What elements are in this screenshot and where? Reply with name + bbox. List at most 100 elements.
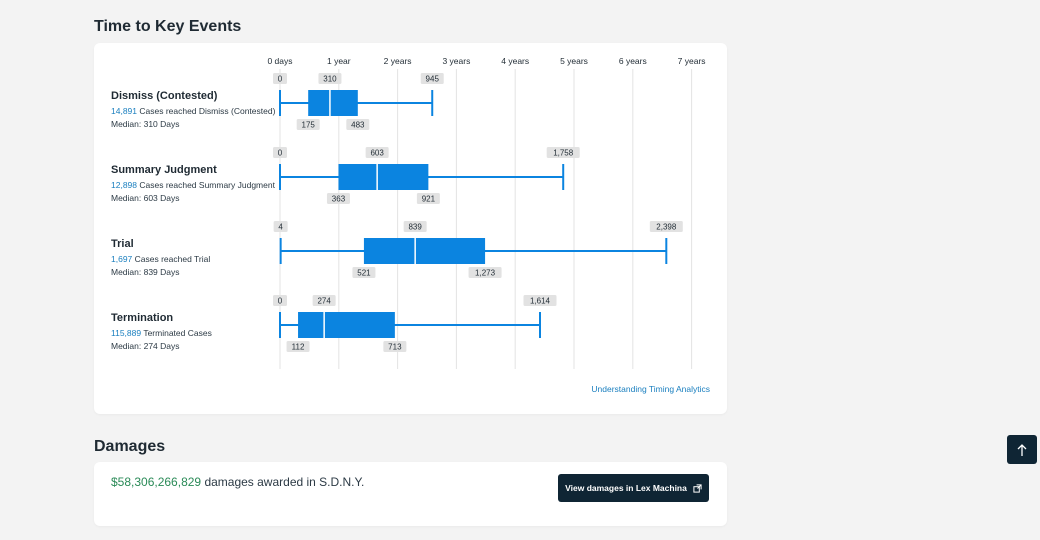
median-label-bg [365, 147, 389, 158]
event-count-suffix: Cases reached Trial [132, 254, 211, 264]
event-info: Summary Judgment 12,898 Cases reached Sum… [111, 164, 281, 205]
median-label-text: 310 [323, 74, 337, 83]
median-label-text: 839 [408, 222, 422, 231]
max-label: 1,614 [523, 295, 557, 306]
iqr-box [338, 164, 429, 190]
q1-label: 363 [326, 193, 350, 204]
min-label-text: 0 [278, 74, 283, 83]
event-count-suffix: Terminated Cases [141, 328, 212, 338]
x-tick-label: 2 years [384, 56, 412, 66]
event-median-line: Median: 310 Days [111, 119, 180, 129]
event-name: Termination [111, 312, 174, 324]
damages-description: damages awarded in S.D.N.Y. [204, 475, 365, 489]
q3-label-bg [468, 267, 502, 278]
q3-label-text: 713 [388, 342, 402, 351]
min-label-bg [273, 295, 287, 306]
event-info: Trial 1,697 Cases reached Trial Median: 83… [111, 238, 281, 279]
min-label: 0 [273, 295, 287, 306]
min-label: 0 [273, 147, 287, 158]
q1-label-bg [326, 193, 350, 204]
median-label: 274 [312, 295, 336, 306]
q3-label: 1,273 [468, 267, 502, 278]
q1-label-text: 363 [332, 194, 346, 203]
arrow-up-icon [1017, 443, 1027, 456]
q3-label-bg [416, 193, 440, 204]
damages-summary: $58,306,266,829 damages awarded in S.D.N… [111, 475, 364, 489]
max-label-text: 945 [426, 74, 440, 83]
view-damages-button[interactable]: View damages in Lex Machina [558, 474, 709, 502]
median-label-bg [312, 295, 336, 306]
timing-card: 0 days 1 year 2 years 3 years 4 years 5 years… [94, 43, 727, 414]
q1-label: 175 [296, 119, 320, 130]
q1-label-bg [296, 119, 320, 130]
q3-label: 921 [416, 193, 440, 204]
max-label-bg [420, 73, 444, 84]
event-info: Dismiss (Contested) 14,891 Cases reached … [111, 90, 281, 131]
event-count-line: 12,898 Cases reached Summary Judgment [111, 179, 281, 192]
median-label: 310 [318, 73, 342, 84]
event-info: Termination 115,889 Terminated Cases Media… [111, 312, 281, 353]
min-label: 0 [273, 73, 287, 84]
event-median-line: Median: 603 Days [111, 193, 180, 203]
min-label-text: 0 [278, 296, 283, 305]
median-label-bg [403, 221, 427, 232]
q3-label-bg [383, 341, 407, 352]
event-name: Trial [111, 238, 134, 250]
iqr-box [308, 90, 358, 116]
event-name: Dismiss (Contested) [111, 90, 218, 102]
x-tick-label: 5 years [560, 56, 588, 66]
q1-label-bg [286, 341, 310, 352]
q3-label-text: 483 [351, 120, 365, 129]
damages-amount: $58,306,266,829 [111, 475, 202, 489]
max-label-bg [649, 221, 683, 232]
q1-label-text: 112 [292, 342, 305, 351]
min-label-bg [273, 147, 287, 158]
event-count-link[interactable]: 12,898 [111, 180, 137, 190]
min-label-bg [273, 73, 287, 84]
q3-label-text: 921 [422, 194, 436, 203]
event-count-suffix: Cases reached Summary Judgment [137, 180, 275, 190]
event-count-link[interactable]: 1,697 [111, 254, 133, 264]
x-tick-label: 4 years [501, 56, 529, 66]
event-median-line: Median: 274 Days [111, 341, 180, 351]
max-label-text: 2,398 [656, 222, 677, 231]
x-tick-label: 0 days [267, 56, 292, 66]
external-link-icon [693, 483, 702, 493]
q3-label-text: 1,273 [475, 268, 496, 277]
event-count-line: 115,889 Terminated Cases [111, 327, 281, 340]
iqr-box [363, 238, 486, 264]
q1-label: 521 [352, 267, 376, 278]
q3-label: 483 [346, 119, 370, 130]
damages-section-title: Damages [94, 438, 166, 455]
damages-card: $58,306,266,829 damages awarded in S.D.N… [94, 462, 727, 526]
max-label-text: 1,758 [553, 148, 574, 157]
timing-boxplot-chart: 0 days 1 year 2 years 3 years 4 years 5 years… [267, 56, 706, 369]
max-label: 945 [420, 73, 444, 84]
scroll-to-top-button[interactable] [1007, 435, 1037, 464]
median-label: 603 [365, 147, 389, 158]
x-tick-label: 3 years [442, 56, 470, 66]
max-label-bg [546, 147, 580, 158]
x-tick-label: 1 year [327, 56, 351, 66]
view-damages-label: View damages in Lex Machina [565, 483, 687, 493]
min-label-text: 0 [278, 148, 283, 157]
min-label-bg [273, 221, 288, 232]
event-name: Summary Judgment [111, 164, 217, 176]
max-label-bg [523, 295, 557, 306]
max-label-text: 1,614 [530, 296, 551, 305]
event-count-line: 14,891 Cases reached Dismiss (Contested) [111, 105, 281, 118]
event-count-line: 1,697 Cases reached Trial [111, 253, 281, 266]
q3-label: 713 [383, 341, 407, 352]
median-label-text: 274 [317, 296, 331, 305]
q1-label-text: 521 [357, 268, 371, 277]
max-label: 2,398 [649, 221, 683, 232]
understanding-timing-link[interactable]: Understanding Timing Analytics [591, 384, 710, 394]
event-count-link[interactable]: 14,891 [111, 106, 137, 116]
min-label-text: 4 [278, 222, 283, 231]
timing-section-title: Time to Key Events [94, 18, 242, 35]
x-tick-label: 7 years [678, 56, 706, 66]
median-label-bg [318, 73, 342, 84]
q3-label-bg [346, 119, 370, 130]
median-label: 839 [403, 221, 427, 232]
event-count-link[interactable]: 115,889 [111, 328, 142, 338]
